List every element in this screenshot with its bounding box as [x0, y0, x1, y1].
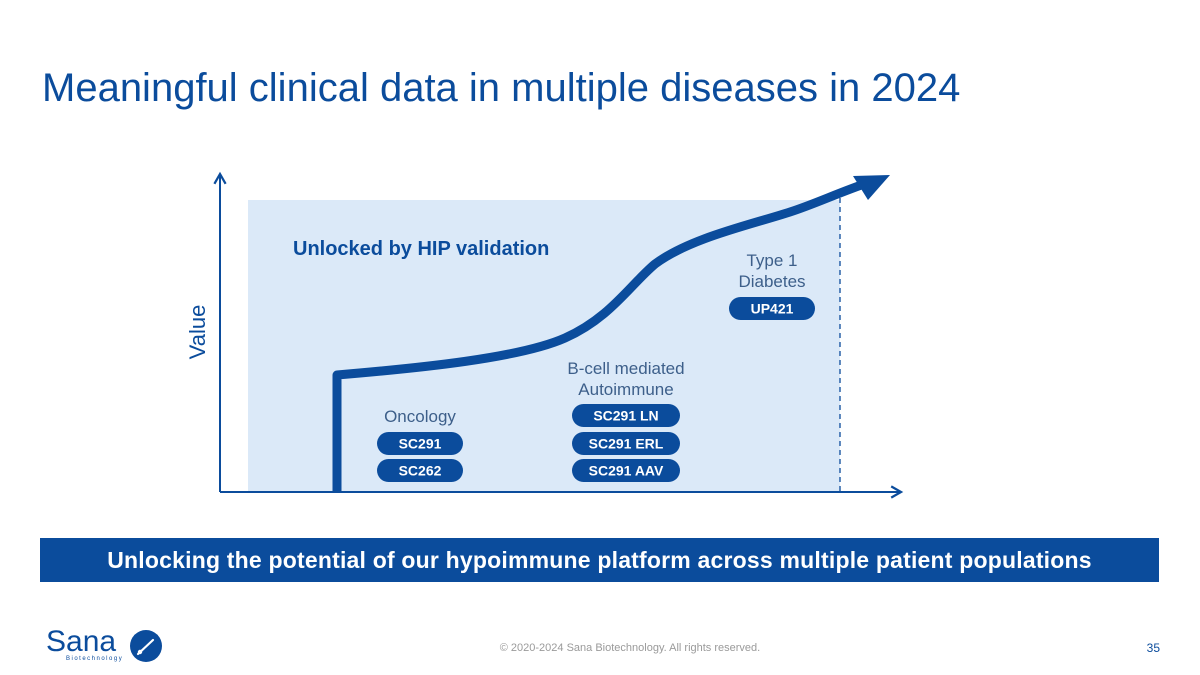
company-logo: Sana Biotechnology [46, 627, 166, 667]
oncology-label: Oncology [384, 407, 456, 426]
svg-text:SC291: SC291 [399, 436, 442, 452]
program-pill-sc291-ln: SC291 LN [572, 404, 680, 427]
logo-wordmark: Sana [46, 625, 117, 658]
program-pill-sc291-aav: SC291 AAV [572, 459, 680, 482]
svg-text:UP421: UP421 [751, 301, 794, 317]
copyright-footer: © 2020-2024 Sana Biotechnology. All righ… [499, 642, 761, 654]
diabetes-label-line2: Diabetes [738, 272, 805, 291]
autoimmune-label-line1: B-cell mediated [567, 359, 684, 378]
autoimmune-label-line2: Autoimmune [578, 380, 673, 399]
page-title: Meaningful clinical data in multiple dis… [42, 66, 961, 110]
program-pill-up421: UP421 [729, 297, 815, 320]
sana-logo-mark-icon [130, 630, 162, 662]
program-pill-sc291-erl: SC291 ERL [572, 432, 680, 455]
program-pill-sc262: SC262 [377, 459, 463, 482]
svg-text:SC291 AAV: SC291 AAV [589, 463, 664, 479]
value-growth-curve [332, 177, 872, 492]
takeaway-banner: Unlocking the potential of our hypoimmun… [40, 538, 1159, 582]
y-axis-label: Value [185, 305, 210, 360]
region-label: Unlocked by HIP validation [293, 238, 549, 260]
growth-arrowhead [853, 175, 890, 200]
svg-text:SC291 ERL: SC291 ERL [589, 436, 664, 452]
svg-text:SC291 LN: SC291 LN [593, 408, 658, 424]
page-number: 35 [1146, 641, 1160, 655]
program-pill-sc291: SC291 [377, 432, 463, 455]
diabetes-label-line1: Type 1 [746, 251, 797, 270]
svg-text:SC262: SC262 [399, 463, 442, 479]
logo-tagline: Biotechnology [66, 656, 124, 662]
